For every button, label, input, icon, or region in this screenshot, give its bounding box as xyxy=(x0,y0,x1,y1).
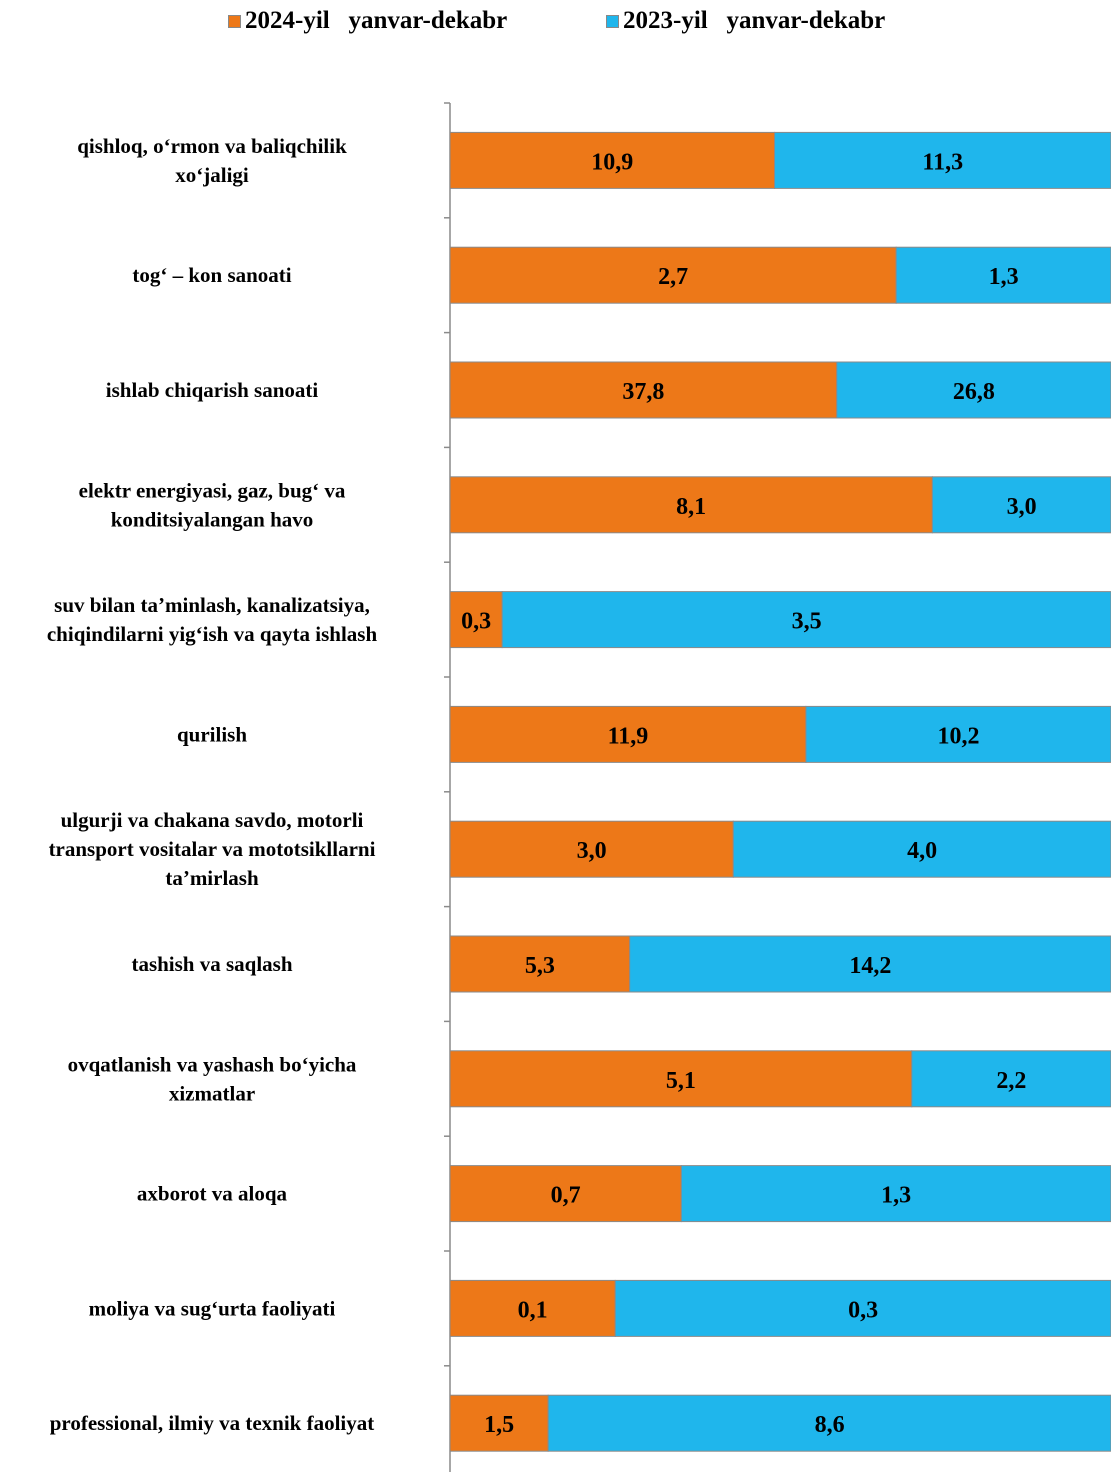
data-label-2023: 3,0 xyxy=(1007,494,1037,520)
data-label-2024: 0,1 xyxy=(518,1297,548,1323)
data-label-2023: 1,3 xyxy=(989,264,1019,290)
category-label: qishloq, o‘rmon va baliqchilik xo‘jaligi xyxy=(77,134,347,187)
category-label: professional, ilmiy va texnik faoliyat xyxy=(50,1411,375,1435)
data-label-2024: 0,3 xyxy=(461,609,491,635)
data-label-2024: 11,9 xyxy=(608,723,649,749)
data-label-2023: 8,6 xyxy=(815,1412,845,1438)
data-label-2024: 8,1 xyxy=(676,494,706,520)
category-label-line: qishloq, o‘rmon va baliqchilik xyxy=(77,134,347,158)
data-label-2023: 2,2 xyxy=(996,1068,1026,1094)
data-label-2023: 0,3 xyxy=(848,1297,878,1323)
category-label-line: konditsiyalangan havo xyxy=(111,507,314,531)
data-label-2024: 1,5 xyxy=(484,1412,514,1438)
category-label: ishlab chiqarish sanoati xyxy=(106,378,319,402)
category-label-line: ovqatlanish va yashash bo‘yicha xyxy=(68,1052,357,1076)
category-label-line: tashish va saqlash xyxy=(131,952,292,976)
data-label-2024: 37,8 xyxy=(622,379,664,405)
category-label-line: professional, ilmiy va texnik faoliyat xyxy=(50,1411,375,1435)
category-label: suv bilan ta’minlash, kanalizatsiya, chiq… xyxy=(47,593,378,646)
data-label-2024: 0,7 xyxy=(551,1183,581,1209)
category-label-line: elektr energiyasi, gaz, bug‘ va xyxy=(79,478,346,502)
data-label-2023: 26,8 xyxy=(953,379,995,405)
category-label-line: chiqindilarni yig‘ish va qayta ishlash xyxy=(47,622,378,646)
category-label-line: suv bilan ta’minlash, kanalizatsiya, xyxy=(54,593,370,617)
data-label-2023: 11,3 xyxy=(922,149,963,175)
category-label-line: moliya va sug‘urta faoliyati xyxy=(89,1296,336,1320)
category-label: qurilish xyxy=(177,722,247,746)
data-label-2024: 10,9 xyxy=(591,149,633,175)
category-label: ulgurji va chakana savdo, motorli transpo… xyxy=(49,808,376,890)
category-label: elektr energiyasi, gaz, bug‘ va konditsiy… xyxy=(79,478,346,531)
category-label-line: qurilish xyxy=(177,722,247,746)
category-label: ovqatlanish va yashash bo‘yicha xizmatlar xyxy=(68,1052,357,1105)
category-label-line: axborot va aloqa xyxy=(137,1182,288,1206)
data-label-2024: 5,1 xyxy=(666,1068,696,1094)
category-label-line: transport vositalar va mototsikllarni xyxy=(49,837,376,861)
data-label-2023: 14,2 xyxy=(849,953,891,979)
data-label-2023: 3,5 xyxy=(792,609,822,635)
category-label: tog‘ – kon sanoati xyxy=(132,263,291,287)
data-label-2023: 1,3 xyxy=(881,1183,911,1209)
category-label-line: tog‘ – kon sanoati xyxy=(132,263,291,287)
category-label-line: ishlab chiqarish sanoati xyxy=(106,378,319,402)
data-label-2024: 3,0 xyxy=(577,838,607,864)
data-label-2024: 5,3 xyxy=(525,953,555,979)
data-label-2023: 10,2 xyxy=(937,723,979,749)
data-label-2024: 2,7 xyxy=(658,264,688,290)
category-label-line: xizmatlar xyxy=(169,1081,255,1105)
category-label-line: xo‘jaligi xyxy=(175,163,249,187)
category-label: tashish va saqlash xyxy=(131,952,292,976)
category-label: moliya va sug‘urta faoliyati xyxy=(89,1296,336,1320)
category-label-line: ta’mirlash xyxy=(165,866,259,890)
data-label-2023: 4,0 xyxy=(907,838,937,864)
category-label: axborot va aloqa xyxy=(137,1182,288,1206)
category-label-line: ulgurji va chakana savdo, motorli xyxy=(61,808,364,832)
